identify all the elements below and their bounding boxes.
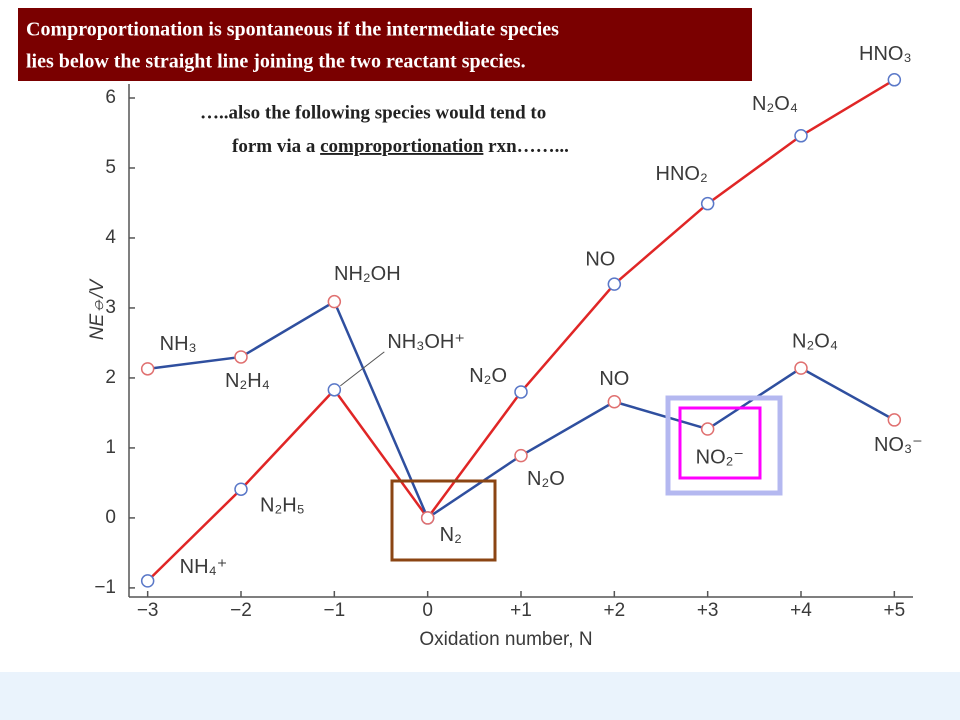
data-point bbox=[794, 361, 808, 375]
data-point bbox=[794, 129, 808, 143]
data-point bbox=[607, 277, 622, 291]
point-label: N₂O₄ bbox=[792, 330, 838, 352]
y-tick-label: 3 bbox=[105, 297, 116, 318]
point-label: N₂H₄ bbox=[225, 370, 270, 392]
data-point bbox=[140, 362, 155, 376]
data-point bbox=[700, 196, 715, 211]
x-tick-label: +3 bbox=[697, 600, 719, 621]
annotation-part: form via a bbox=[232, 136, 320, 157]
x-tick-label: +5 bbox=[883, 600, 905, 621]
point-label: NO bbox=[599, 368, 629, 390]
point-label: NO bbox=[585, 248, 615, 270]
point-label: HNO₂ bbox=[656, 163, 708, 185]
annotation-emphasis: comproportionation bbox=[320, 136, 484, 157]
data-point bbox=[234, 350, 248, 364]
data-point bbox=[327, 294, 342, 309]
point-label: NH₂OH bbox=[334, 263, 401, 285]
point-label: NH₃ bbox=[160, 333, 197, 355]
banner-text: Comproportionation is spontaneous if the… bbox=[26, 19, 559, 41]
highlight-box bbox=[665, 395, 783, 496]
data-point bbox=[700, 422, 715, 436]
y-tick-label: −1 bbox=[94, 577, 116, 598]
point-label: N₂O bbox=[527, 468, 565, 490]
x-tick-label: +1 bbox=[510, 600, 532, 621]
point-label: HNO₃ bbox=[859, 43, 912, 65]
point-label: N₂O bbox=[469, 365, 507, 387]
data-point bbox=[607, 394, 622, 409]
point-label: NH₃OH⁺ bbox=[387, 331, 465, 353]
x-tick-label: 0 bbox=[422, 600, 433, 621]
y-axis-label: NE⦵/V bbox=[87, 278, 108, 341]
data-point bbox=[327, 383, 342, 397]
data-point bbox=[887, 73, 902, 87]
point-label: N₂ bbox=[440, 524, 462, 546]
point-label: N₂O₄ bbox=[752, 93, 798, 115]
y-tick-label: 1 bbox=[105, 437, 116, 458]
point-label: N₂H₅ bbox=[260, 495, 305, 517]
plot: −3 −2 −1 0 +1 +2 +3 +4 +5 −1 0 1 2 3 4 5 6 Oxidation numb… bbox=[87, 43, 923, 650]
data-point bbox=[887, 413, 902, 427]
x-tick-label: +2 bbox=[603, 600, 625, 621]
footer-band bbox=[0, 672, 960, 720]
point-label: NO₂⁻ bbox=[696, 446, 744, 468]
point-label: NH₄⁺ bbox=[180, 556, 228, 578]
data-point bbox=[514, 385, 528, 399]
banner bbox=[18, 8, 752, 81]
x-tick-label: −1 bbox=[323, 600, 345, 621]
x-tick-label: +4 bbox=[790, 600, 812, 621]
annotation: form via a comproportionation rxn……... bbox=[232, 136, 569, 157]
y-tick-label: 4 bbox=[105, 227, 116, 248]
y-tick-label: 5 bbox=[105, 157, 116, 178]
data-point bbox=[234, 482, 248, 496]
x-tick-label: −3 bbox=[137, 600, 159, 621]
highlight-box bbox=[678, 406, 762, 480]
y-tick-label: 6 bbox=[105, 87, 116, 108]
point-label: NO₃⁻ bbox=[874, 434, 923, 456]
x-tick-label: −2 bbox=[230, 600, 252, 621]
leader-line bbox=[340, 351, 385, 387]
highlight-box bbox=[390, 479, 497, 562]
y-tick-label: 0 bbox=[105, 507, 116, 528]
data-point bbox=[420, 511, 435, 525]
annotation: …..also the following species would tend… bbox=[200, 102, 546, 123]
data-point bbox=[514, 448, 528, 463]
annotation-part: rxn……... bbox=[483, 136, 569, 157]
data-point bbox=[140, 574, 155, 588]
y-tick-label: 2 bbox=[105, 367, 116, 388]
x-axis-label: Oxidation number, N bbox=[419, 629, 592, 650]
banner-text: lies below the straight line joining the… bbox=[26, 51, 526, 73]
